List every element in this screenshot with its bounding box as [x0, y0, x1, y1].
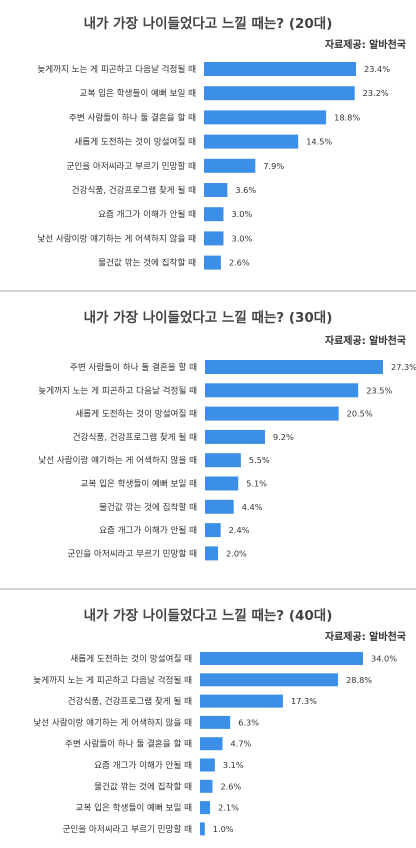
value-label: 34.0% [371, 654, 397, 664]
bar [204, 183, 228, 197]
value-label: 1.0% [213, 824, 234, 834]
value-label: 2.6% [220, 781, 241, 791]
category-label: 낯선 사람이랑 얘기하는 게 어색하지 않을 때 [38, 454, 197, 466]
category-label: 주변 사람들이 하나 둘 결혼을 할 때 [65, 738, 192, 750]
bar [204, 231, 224, 246]
panel-divider [0, 588, 416, 590]
bar [200, 758, 215, 772]
bar [204, 255, 221, 270]
value-label: 3.0% [231, 233, 252, 243]
category-label: 주변 사람들이 하나 둘 결혼을 할 때 [69, 111, 196, 123]
category-label: 건강식품, 건강프로그램 찾게 될 때 [73, 431, 197, 443]
category-label: 늦게까지 노는 게 피곤하고 다음날 걱정될 때 [33, 674, 192, 686]
value-label: 27.3% [391, 362, 416, 372]
category-label: 새롭게 도전하는 것이 망설여질 때 [74, 136, 196, 148]
value-label: 23.5% [366, 385, 392, 395]
bar [200, 822, 205, 836]
bar [205, 453, 241, 468]
category-label: 요즘 개그가 이해가 안될 때 [94, 760, 192, 771]
category-label: 교복 입은 학생들이 예뻐 보일 때 [76, 803, 193, 814]
value-label: 3.0% [231, 209, 252, 219]
bar-chart-40s: 새롭게 도전하는 것이 망설여질 때 34.0% 늦게까지 노는 게 피곤하고 다음… [33, 652, 397, 836]
bar [200, 715, 231, 729]
bar [200, 737, 223, 751]
value-label: 23.2% [363, 88, 389, 98]
category-label: 물건값 깎는 것에 집착할 때 [98, 257, 196, 269]
bar [204, 110, 327, 125]
bar [200, 779, 213, 793]
value-label: 23.4% [364, 64, 390, 74]
value-label: 18.8% [334, 112, 360, 122]
bar [205, 476, 239, 491]
category-label: 건강식품, 건강프로그램 찾게 될 때 [72, 184, 196, 196]
category-label: 새롭게 도전하는 것이 망설여질 때 [70, 653, 192, 665]
value-label: 9.2% [273, 432, 294, 442]
bar [204, 207, 224, 222]
category-label: 낯선 사람이랑 얘기하는 게 어색하지 않을 때 [33, 716, 192, 728]
panel-divider [0, 290, 416, 292]
value-label: 17.3% [291, 696, 317, 706]
bar-chart-30s: 주변 사람들이 하나 둘 결혼을 할 때 27.3% 늦게까지 노는 게 피곤하고 … [38, 360, 416, 561]
category-label: 교복 입은 학생들이 예뻐 보일 때 [81, 479, 198, 490]
bar [205, 360, 383, 374]
value-label: 5.5% [249, 455, 270, 465]
bar [205, 429, 265, 444]
category-label: 늦게까지 노는 게 피곤하고 다음날 걱정될 때 [37, 63, 196, 75]
value-label: 2.6% [229, 258, 250, 268]
value-label: 6.3% [238, 717, 259, 727]
category-label: 새롭게 도전하는 것이 망설여질 때 [75, 408, 197, 420]
category-label: 늦게까지 노는 게 피곤하고 다음날 걱정될 때 [38, 384, 197, 396]
bar [200, 673, 339, 687]
chart-title-30s: 내가 가장 나이들었다고 느낄 때는? (30대) [83, 310, 333, 326]
value-label: 20.5% [347, 409, 373, 419]
category-label: 군인을 아저씨라고 부르기 민망할 때 [62, 824, 192, 835]
chart-title-40s: 내가 가장 나이들었다고 느낄 때는? (40대) [83, 608, 333, 624]
value-label: 3.6% [235, 185, 256, 195]
value-label: 2.1% [218, 803, 239, 813]
category-label: 주변 사람들이 하나 둘 결혼을 할 때 [70, 361, 197, 373]
value-label: 2.4% [229, 525, 250, 535]
bar [205, 523, 221, 538]
value-label: 2.0% [226, 548, 247, 558]
category-label: 군인을 아저씨라고 부르기 민망할 때 [66, 161, 196, 172]
value-label: 3.1% [223, 760, 244, 770]
bar [204, 62, 356, 76]
value-label: 28.8% [346, 675, 372, 685]
category-label: 건강식품, 건강프로그램 찾게 될 때 [68, 695, 192, 707]
value-label: 5.1% [246, 479, 267, 489]
category-label: 교복 입은 학생들이 예뻐 보일 때 [80, 88, 197, 99]
bar [200, 801, 211, 815]
category-label: 낯선 사람이랑 얘기하는 게 어색하지 않을 때 [37, 232, 196, 244]
bar [200, 652, 363, 665]
value-label: 14.5% [306, 137, 332, 147]
chart-source-40s: 자료제공: 알바천국 [324, 632, 406, 643]
bar [204, 134, 299, 149]
bar [205, 499, 234, 514]
bar-chart-20s: 늦게까지 노는 게 피곤하고 다음날 걱정될 때 23.4% 교복 입은 학생들이 … [37, 62, 390, 270]
bar [200, 694, 283, 708]
bar [205, 406, 339, 421]
bar [205, 383, 359, 398]
value-label: 4.4% [242, 502, 263, 512]
category-label: 군인을 아저씨라고 부르기 민망할 때 [67, 548, 197, 559]
bar [204, 86, 355, 101]
category-label: 물건값 깎는 것에 집착할 때 [94, 780, 192, 792]
chart-source-30s: 자료제공: 알바천국 [324, 336, 406, 347]
chart-source-20s: 자료제공: 알바천국 [324, 40, 406, 51]
value-label: 7.9% [263, 161, 284, 171]
category-label: 요즘 개그가 이해가 안될 때 [98, 209, 196, 220]
chart-title-20s: 내가 가장 나이들었다고 느낄 때는? (20대) [83, 16, 333, 32]
bar [204, 158, 256, 173]
value-label: 4.7% [231, 739, 252, 749]
category-label: 물건값 깎는 것에 집착할 때 [99, 501, 197, 513]
bar [205, 546, 219, 561]
category-label: 요즘 개그가 이해가 안될 때 [99, 525, 197, 536]
